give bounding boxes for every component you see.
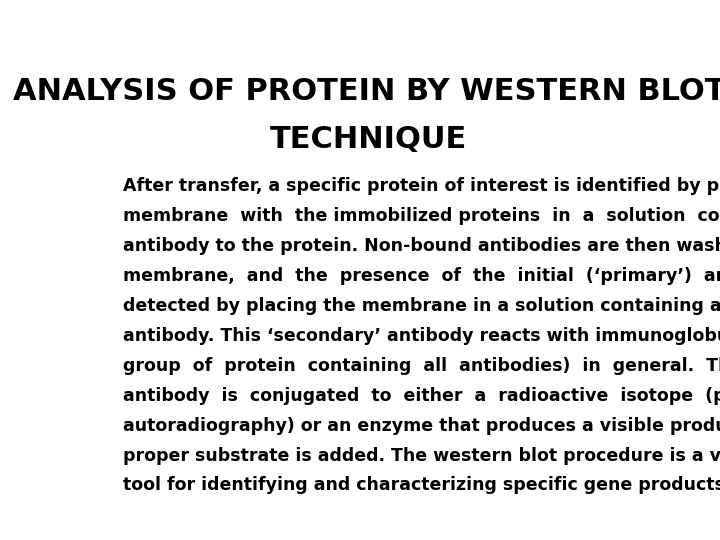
Text: membrane,  and  the  presence  of  the  initial  (‘primary’)  antibody  is: membrane, and the presence of the initia…: [124, 267, 720, 285]
Text: TECHNIQUE: TECHNIQUE: [271, 125, 467, 154]
Text: membrane  with  the immobilized proteins  in  a  solution  containing  an: membrane with the immobilized proteins i…: [124, 207, 720, 225]
Text: detected by placing the membrane in a solution containing a ‘secondary’: detected by placing the membrane in a so…: [124, 297, 720, 315]
Text: autoradiography) or an enzyme that produces a visible product when the: autoradiography) or an enzyme that produ…: [124, 416, 720, 435]
Text: tool for identifying and characterizing specific gene products.: tool for identifying and characterizing …: [124, 476, 720, 495]
Text: After transfer, a specific protein of interest is identified by placing the: After transfer, a specific protein of in…: [124, 177, 720, 195]
Text: antibody to the protein. Non-bound antibodies are then washed off the: antibody to the protein. Non-bound antib…: [124, 237, 720, 255]
Text: ANALYSIS OF PROTEIN BY WESTERN BLOT: ANALYSIS OF PROTEIN BY WESTERN BLOT: [13, 77, 720, 106]
Text: proper substrate is added. The western blot procedure is a very powerful: proper substrate is added. The western b…: [124, 447, 720, 464]
Text: antibody. This ‘secondary’ antibody reacts with immunoglobulins (the: antibody. This ‘secondary’ antibody reac…: [124, 327, 720, 345]
Text: antibody  is  conjugated  to  either  a  radioactive  isotope  (permitting: antibody is conjugated to either a radio…: [124, 387, 720, 404]
Text: group  of  protein  containing  all  antibodies)  in  general.  The  secondary: group of protein containing all antibodi…: [124, 357, 720, 375]
